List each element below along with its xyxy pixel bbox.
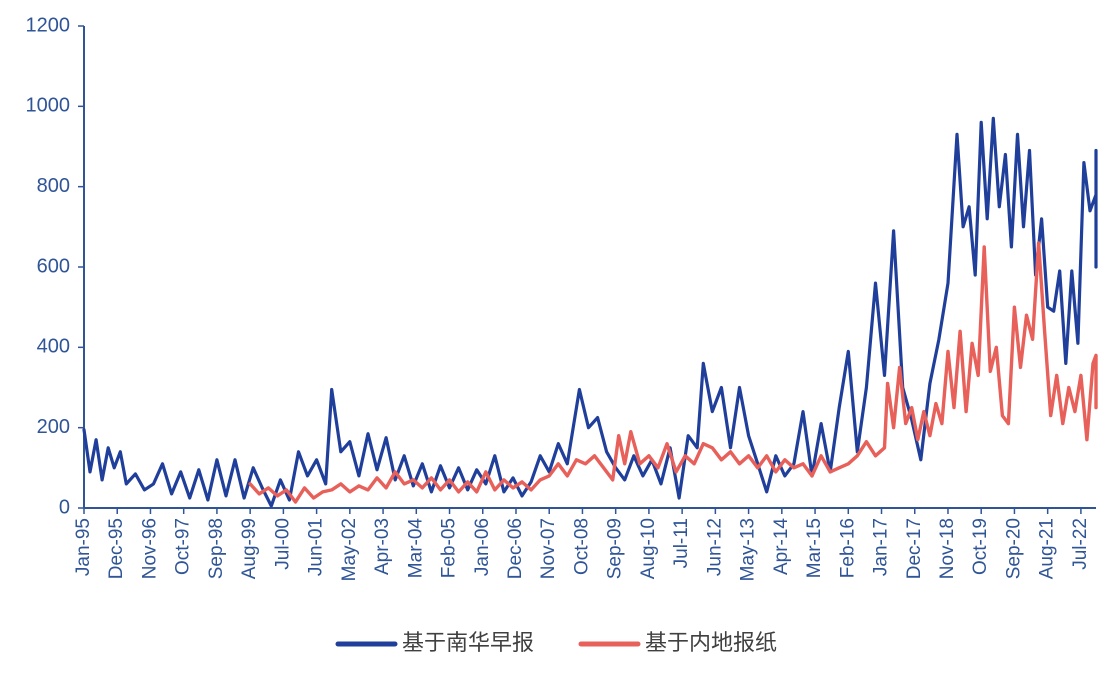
x-tick-label: Jul-00 [272,518,293,570]
y-tick-label: 0 [59,496,70,518]
tick-labels: 0 200 400 600 800 1000 1200 Jan-95 Dec-95 Nov-96 O… [26,14,1091,581]
y-tick-label: 400 [37,336,70,358]
x-tick-label: Jun-01 [306,518,327,576]
x-tick-label: Sep-20 [1003,518,1024,579]
x-tick-label: Jun-12 [704,518,725,576]
x-tick-label: May-02 [339,518,360,581]
x-tick-label: Apr-14 [771,518,792,575]
x-tick-label: Dec-17 [904,518,925,579]
x-tick-label: Mar-04 [405,518,426,579]
y-tick-label: 200 [37,416,70,438]
x-tick-label: Oct-97 [173,518,194,575]
x-tick-label: Aug-10 [638,518,659,579]
series-line-2 [248,241,1098,504]
x-tick-label: Jul-11 [671,518,692,568]
x-tick-label: Sep-09 [605,518,626,579]
x-tick-label: Aug-21 [1037,518,1058,579]
x-tick-label: Dec-95 [106,518,127,579]
x-tick-label: Apr-03 [372,518,393,575]
series-lines [82,116,1098,508]
x-tick-label: Jan-06 [472,518,493,576]
y-tick-label: 600 [37,255,70,277]
legend-label-1: 基于南华早报 [402,630,534,655]
x-tick-label: Nov-18 [937,518,958,579]
x-tick-label: Sep-98 [206,518,227,579]
y-tick-label: 1200 [26,14,71,36]
legend-label-2: 基于内地报纸 [645,630,777,655]
x-tick-label: Nov-96 [139,518,160,579]
x-tick-label: Feb-16 [837,518,858,578]
x-tick-label: Aug-99 [239,518,260,579]
x-tick-label: Dec-06 [505,518,526,579]
x-tick-label: Jan-95 [73,518,94,576]
legend: 基于南华早报 基于内地报纸 [335,630,777,655]
x-tick-label: Jul-22 [1070,518,1091,570]
x-tick-label: Mar-15 [804,518,825,578]
x-tick-label: Oct-08 [571,518,592,575]
x-tick-label: Nov-07 [538,518,559,579]
x-tick-label: Oct-19 [970,518,991,575]
y-tick-label: 800 [37,175,70,197]
x-tick-label: Jan-17 [871,518,892,576]
x-tick-label: Feb-05 [439,518,460,578]
y-tick-label: 1000 [26,95,71,117]
axes [78,25,1096,514]
x-tick-label: May-13 [738,518,759,581]
series-line-1 [82,116,1098,508]
